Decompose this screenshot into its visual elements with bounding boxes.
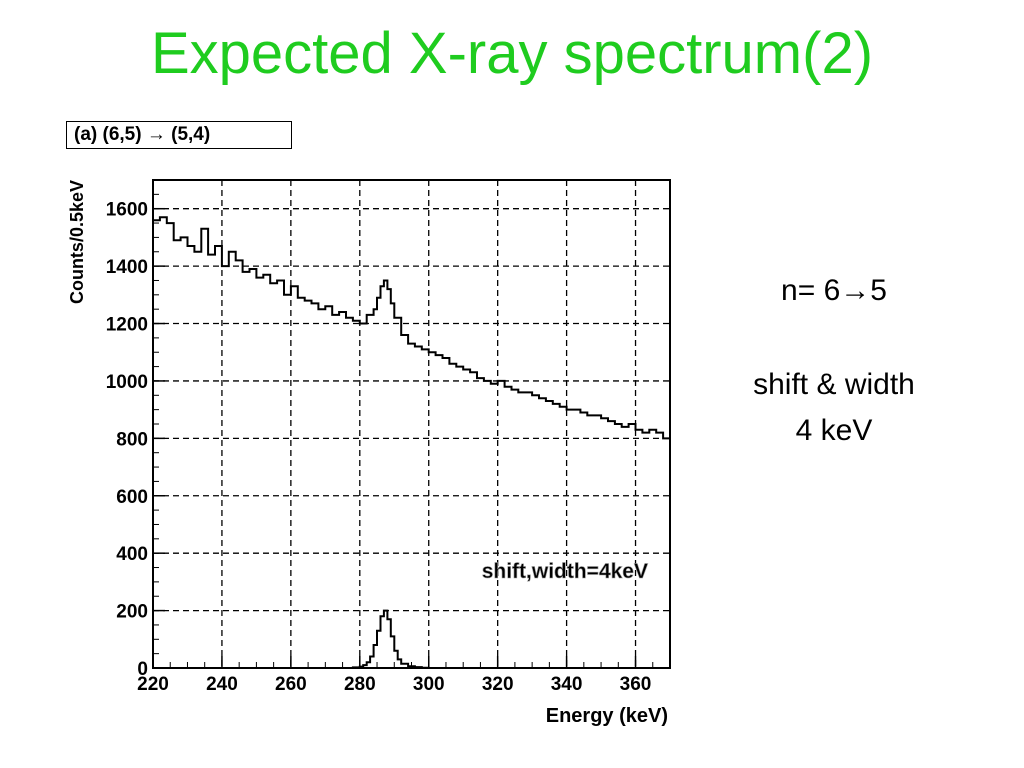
y-tick-label: 400 <box>116 544 148 565</box>
grid-lines <box>153 180 670 668</box>
axis-ticks: 220 240 260 280 300 320 340 360 0 200 400 600 800 100… <box>106 179 671 695</box>
shift-width-label: shift & width <box>753 368 915 401</box>
chart-annotation: shift,width=4keV <box>482 560 648 583</box>
x-tick-label: 220 <box>137 674 169 695</box>
shift-width-value: 4 keV <box>795 414 873 447</box>
x-tick-label: 240 <box>206 674 238 695</box>
y-tick-label: 0 <box>137 659 148 680</box>
series-line-2 <box>346 609 436 669</box>
y-tick-label: 200 <box>116 602 148 623</box>
panel-label: (a) (6,5) → (5,4) <box>66 121 292 149</box>
y-tick-label: 600 <box>116 487 148 508</box>
y-tick-label: 1600 <box>106 200 148 221</box>
x-tick-label: 260 <box>275 674 307 695</box>
y-tick-label: 1000 <box>106 372 148 393</box>
plot-frame <box>152 179 671 669</box>
y-axis-label: Counts/0.5keV <box>67 180 87 304</box>
x-axis-label: Energy (keV) <box>546 705 668 727</box>
slide-title: Expected X-ray spectrum(2) <box>150 21 874 86</box>
y-tick-label: 1200 <box>106 315 148 336</box>
x-tick-label: 340 <box>551 674 583 695</box>
y-tick-label: 800 <box>116 429 148 450</box>
x-tick-label: 280 <box>344 674 376 695</box>
series-layer <box>153 216 671 669</box>
x-tick-label: 320 <box>482 674 514 695</box>
series-line-1 <box>153 216 671 442</box>
transition-note: n= 6→5 <box>781 274 887 307</box>
x-tick-label: 300 <box>413 674 445 695</box>
y-tick-label: 1400 <box>106 257 148 278</box>
x-tick-label: 360 <box>620 674 652 695</box>
